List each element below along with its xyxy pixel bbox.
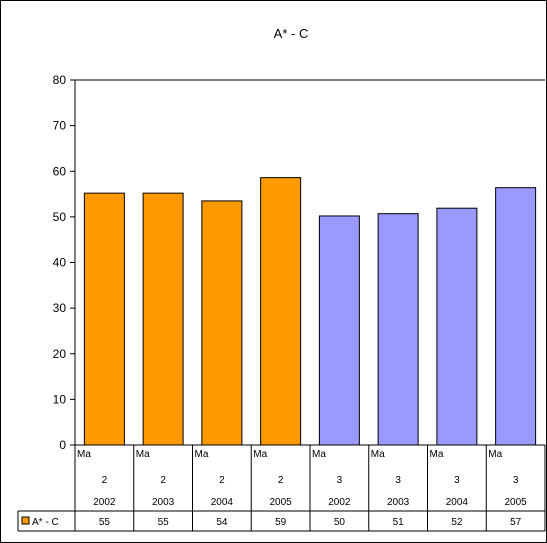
data-table-value: 54 xyxy=(216,517,228,528)
bar xyxy=(260,177,302,446)
bar xyxy=(142,192,184,446)
data-table-value: 55 xyxy=(158,517,170,528)
category-label-line3: 2004 xyxy=(446,497,469,508)
category-label-line2: 2 xyxy=(278,475,284,486)
y-tick-label: 40 xyxy=(53,256,67,270)
data-table-value: 55 xyxy=(99,517,111,528)
category-label-line3: 2005 xyxy=(505,497,528,508)
category-label-line2: 2 xyxy=(102,475,108,486)
bar xyxy=(495,187,537,446)
bar xyxy=(377,213,419,446)
category-label-line1: Ma xyxy=(430,449,444,460)
data-table-value: 51 xyxy=(393,517,405,528)
y-tick-label: 70 xyxy=(53,119,67,133)
category-label-line3: 2004 xyxy=(211,497,234,508)
legend-label: A* - C xyxy=(32,517,59,528)
category-label-line3: 2003 xyxy=(152,497,175,508)
legend-key xyxy=(21,516,30,525)
category-label-line2: 3 xyxy=(337,475,343,486)
y-tick-label: 80 xyxy=(53,73,67,87)
y-tick-label: 50 xyxy=(53,210,67,224)
category-label-line3: 2003 xyxy=(387,497,410,508)
category-label-line3: 2002 xyxy=(93,497,116,508)
category-label-line3: 2002 xyxy=(328,497,351,508)
category-label-line1: Ma xyxy=(77,449,91,460)
category-label-line1: Ma xyxy=(253,449,267,460)
bars xyxy=(83,177,537,446)
data-table-value: 52 xyxy=(451,517,463,528)
category-label-line1: Ma xyxy=(136,449,150,460)
category-label-line1: Ma xyxy=(488,449,502,460)
chart-title: A* - C xyxy=(274,26,309,41)
category-label-line2: 2 xyxy=(219,475,225,486)
category-label-line2: 3 xyxy=(513,475,519,486)
bar xyxy=(436,207,478,446)
data-table: Ma 2 2002 55 Ma 2 2003 55 Ma 2 2004 54 Ma 2 2005 59 Ma 3 2… xyxy=(17,444,546,532)
y-tick-label: 10 xyxy=(53,392,67,406)
category-label-line2: 3 xyxy=(395,475,401,486)
category-label-line1: Ma xyxy=(312,449,326,460)
bar xyxy=(83,192,125,446)
axes: 0 10 20 30 40 50 60 70 80 xyxy=(53,73,76,452)
category-label-line1: Ma xyxy=(371,449,385,460)
category-label-line1: Ma xyxy=(195,449,209,460)
data-table-value: 50 xyxy=(334,517,346,528)
bar xyxy=(318,215,360,446)
data-table-value: 59 xyxy=(275,517,287,528)
category-label-line2: 2 xyxy=(160,475,166,486)
y-tick-label: 60 xyxy=(53,164,67,178)
y-tick-label: 0 xyxy=(59,438,66,452)
category-label-line3: 2005 xyxy=(270,497,293,508)
y-tick-label: 30 xyxy=(53,301,67,315)
data-table-value: 57 xyxy=(510,517,522,528)
category-label-line2: 3 xyxy=(454,475,460,486)
y-tick-label: 20 xyxy=(53,347,67,361)
bar xyxy=(201,200,243,446)
